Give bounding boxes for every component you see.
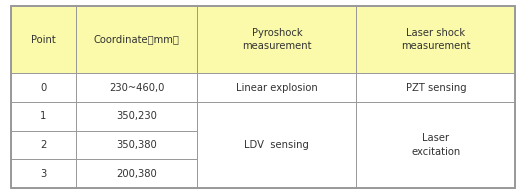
Text: Laser
excitation: Laser excitation <box>411 133 461 157</box>
Bar <box>357 73 515 102</box>
Text: Pyroshock
measurement: Pyroshock measurement <box>242 28 311 51</box>
Bar <box>11 131 76 159</box>
Text: 3: 3 <box>40 169 46 179</box>
Text: 350,230: 350,230 <box>116 111 157 121</box>
Bar <box>76 73 197 102</box>
Bar <box>76 102 197 131</box>
Text: LDV  sensing: LDV sensing <box>245 140 309 150</box>
Bar <box>197 102 357 188</box>
Text: 0: 0 <box>40 83 46 93</box>
Text: 200,380: 200,380 <box>116 169 157 179</box>
Text: Point: Point <box>31 35 56 45</box>
Bar <box>76 131 197 159</box>
Bar <box>11 73 76 102</box>
Text: 230~460,0: 230~460,0 <box>109 83 165 93</box>
Bar <box>11 102 76 131</box>
Text: 1: 1 <box>40 111 46 121</box>
Bar <box>11 6 76 73</box>
Text: 350,380: 350,380 <box>116 140 157 150</box>
Bar <box>76 159 197 188</box>
Bar <box>11 159 76 188</box>
Bar <box>357 6 515 73</box>
Text: Laser shock
measurement: Laser shock measurement <box>401 28 471 51</box>
Bar <box>197 6 357 73</box>
Text: Linear explosion: Linear explosion <box>236 83 318 93</box>
Text: Coordinate（mm）: Coordinate（mm） <box>94 35 180 45</box>
Bar <box>357 102 515 188</box>
Text: PZT sensing: PZT sensing <box>406 83 466 93</box>
Bar <box>197 73 357 102</box>
Text: 2: 2 <box>40 140 46 150</box>
Bar <box>76 6 197 73</box>
